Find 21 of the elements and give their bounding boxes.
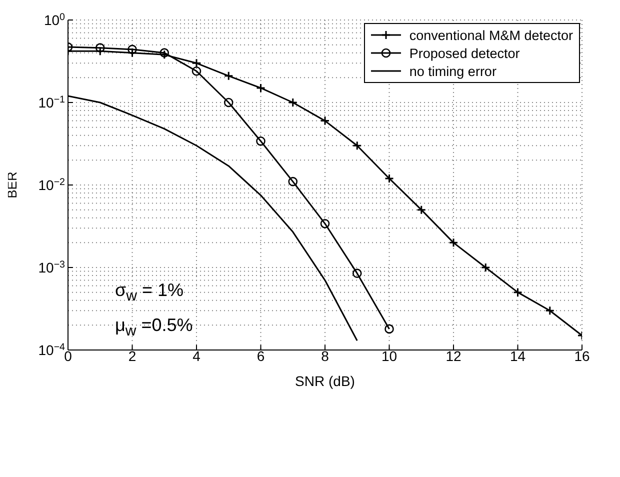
legend-label: no timing error: [409, 64, 496, 78]
y-tick-label: 10$^{−2}$: [38, 176, 65, 193]
annotation: σ$_{w}$ = 1%: [115, 279, 184, 307]
legend-label: conventional M&M detector: [409, 28, 573, 42]
x-tick-label: 12: [446, 348, 462, 364]
annotation: μ$_{w}$ =0.5%: [115, 314, 193, 342]
y-tick-label: 10$^{−3}$: [38, 259, 66, 276]
y-tick-label: 10$^{−4}$: [38, 342, 66, 358]
x-tick-label: 8: [321, 348, 330, 364]
y-axis-title: BER: [4, 172, 20, 198]
legend-label: Proposed detector: [409, 46, 520, 60]
x-tick-label: 4: [192, 348, 201, 364]
x-tick-label: 14: [510, 348, 526, 364]
x-axis-title: SNR (dB): [295, 373, 355, 389]
y-tick-label: 10$^{−1}$: [38, 94, 65, 110]
x-tick-label: 0: [64, 348, 72, 364]
y-tick-label: 10$^{0}$: [44, 12, 66, 28]
x-tick-label: 10: [381, 348, 398, 364]
x-tick-label: 16: [574, 348, 590, 364]
x-tick-label: 6: [256, 348, 265, 364]
x-tick-label: 2: [128, 348, 136, 364]
